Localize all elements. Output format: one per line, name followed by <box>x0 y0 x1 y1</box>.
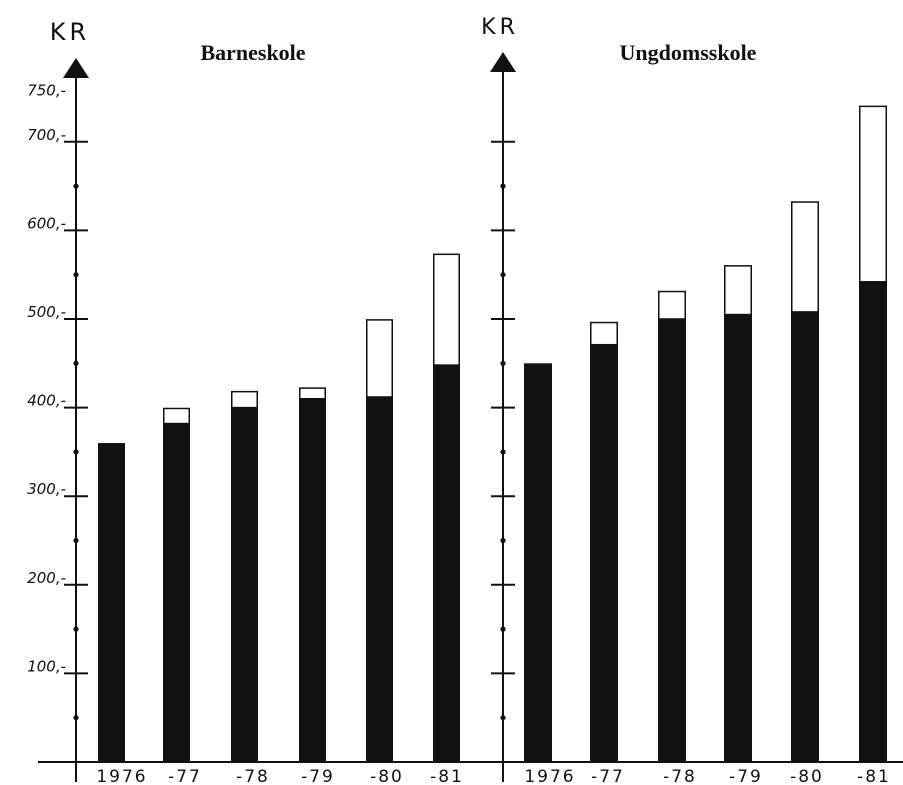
y-tick-label: 600,- <box>27 214 66 232</box>
bar-lower-segment <box>791 311 819 762</box>
y-tick-label: 300,- <box>27 480 66 498</box>
y-axis-arrow-icon <box>63 58 89 78</box>
y-tick-label: 750,- <box>27 82 66 100</box>
x-tick-label: -78 <box>236 767 270 785</box>
bar-upper-segment <box>433 253 460 366</box>
bar-lower-segment <box>859 281 887 762</box>
y-axis-label-right: KR <box>481 15 519 40</box>
y-minor-dot <box>73 449 79 455</box>
y-minor-dot <box>500 449 506 455</box>
x-tick-label: -81 <box>857 767 891 785</box>
y-tick-label: 100,- <box>27 657 66 675</box>
bar-lower-segment <box>524 363 552 762</box>
bar-lower-segment <box>98 443 125 762</box>
y-minor-dot <box>500 537 506 544</box>
bar-upper-segment <box>231 390 258 409</box>
x-tick-label: -77 <box>591 767 625 785</box>
bar-lower-segment <box>590 344 618 762</box>
x-tick-label: -80 <box>370 767 404 785</box>
bar-upper-segment <box>366 319 393 398</box>
y-minor-dot <box>500 360 506 366</box>
y-minor-dot <box>500 626 506 632</box>
y-axis-label-left: KR <box>50 18 90 46</box>
bar-lower-segment <box>231 407 258 762</box>
bar-upper-segment <box>791 201 819 313</box>
x-tick-label: -78 <box>663 767 697 785</box>
bar-lower-segment <box>299 398 326 762</box>
y-minor-dot <box>73 537 79 544</box>
bar-upper-segment <box>724 265 752 316</box>
y-tick-label: 700,- <box>27 126 66 144</box>
chart-title-ungdomsskole: Ungdomsskole <box>620 40 757 65</box>
x-tick-label: -79 <box>301 767 335 785</box>
y-minor-dot <box>500 183 506 189</box>
y-tick-label: 500,- <box>27 303 66 321</box>
x-tick-label: 1976 <box>524 767 575 785</box>
x-tick-label: -80 <box>790 767 824 785</box>
x-tick-label: -81 <box>430 767 464 785</box>
y-minor-dot <box>73 360 79 366</box>
x-tick-label: -79 <box>729 767 763 785</box>
y-minor-dot <box>500 272 506 278</box>
bar-lower-segment <box>658 319 686 762</box>
bar-lower-segment <box>724 314 752 762</box>
bar-upper-segment <box>299 387 326 400</box>
bar-lower-segment <box>163 423 190 762</box>
bar-upper-segment <box>163 407 190 425</box>
bar-upper-segment <box>590 321 618 346</box>
bar-upper-segment <box>658 290 686 320</box>
bar-lower-segment <box>366 396 393 762</box>
y-minor-dot <box>73 272 79 278</box>
chart-title-barneskole: Barneskole <box>200 40 305 65</box>
y-axis-arrow-icon <box>490 52 516 72</box>
ungdomsskole-panel: Ungdomsskole KR 1976 -77 -78 -79 -80 -81 <box>481 15 891 785</box>
y-minor-dot <box>73 183 79 189</box>
y-tick-label: 200,- <box>27 569 66 587</box>
barneskole-panel: Barneskole KR 100,- 200,- 300,- 400,- 500,- 6… <box>27 18 464 785</box>
y-tick-label: 400,- <box>27 392 66 410</box>
y-minor-dot <box>500 715 506 721</box>
y-minor-dot <box>73 626 79 632</box>
y-minor-dot <box>73 715 79 721</box>
x-tick-label: -77 <box>168 767 202 785</box>
bar-upper-segment <box>859 105 887 283</box>
bar-lower-segment <box>433 365 460 762</box>
x-tick-label: 1976 <box>96 767 147 785</box>
